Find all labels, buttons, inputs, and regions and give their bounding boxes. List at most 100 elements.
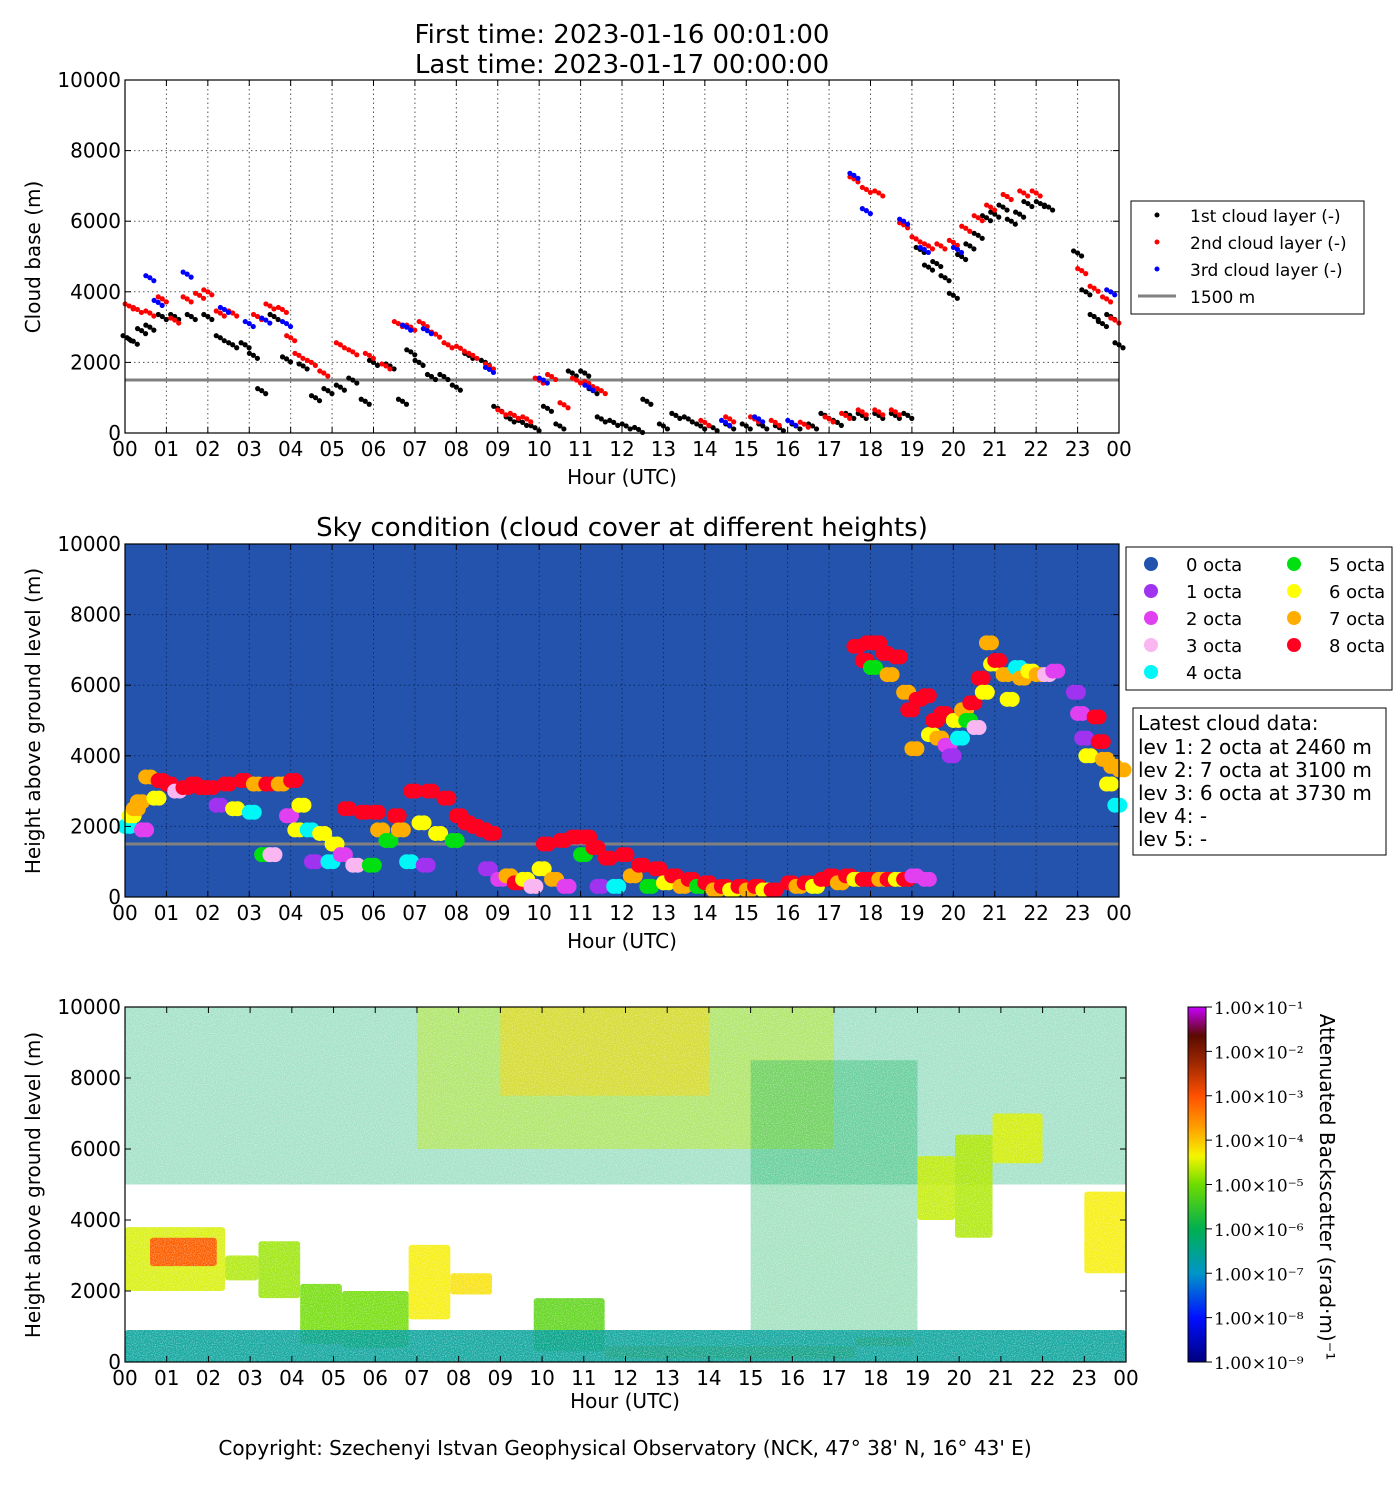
cloud-base-point-layer1	[255, 386, 261, 392]
cloud-base-point-layer1	[930, 258, 936, 265]
cloud-base-point-layer1	[449, 382, 455, 388]
cloud-base-point-layer1	[1074, 250, 1081, 256]
cloud-base-point-layer1	[163, 316, 169, 323]
cloud-base-point-layer2	[544, 371, 551, 378]
octa-legend-label: 3 octa	[1186, 636, 1242, 657]
cloud-base-point-layer2	[304, 357, 310, 363]
cloud-base-point-layer2	[275, 304, 281, 311]
colorbar-tick-label: 1.00×10⁻⁹	[1214, 1354, 1304, 1374]
cloud-base-point-layer1	[660, 423, 667, 429]
x-tick-label: 02	[195, 437, 220, 461]
x-tick-label: 12	[609, 437, 634, 461]
cloud-base-point-layer2	[876, 190, 882, 196]
sky-condition-point	[337, 847, 353, 863]
cloud-base-point-layer1	[631, 424, 638, 431]
sky-condition-point	[979, 684, 995, 700]
octa-legend-label: 4 octa	[1186, 663, 1242, 684]
sky-condition-point	[416, 815, 432, 831]
cloud-base-point-layer1	[959, 253, 965, 260]
cloud-base-point-layer1	[1033, 198, 1039, 205]
cloud-base-point-layer2	[975, 215, 981, 221]
x-tick-label: 07	[404, 1366, 429, 1390]
cloud-base-legend: 1st cloud layer (-) 2nd cloud layer (-) …	[1130, 200, 1365, 315]
cloud-base-point-layer3	[722, 419, 729, 426]
cloud-base-point-layer2	[859, 184, 865, 191]
backscatter-ylabel: Height above ground level (m)	[21, 1032, 45, 1338]
cloud-base-point-layer2	[950, 239, 956, 245]
cloud-base-point-layer2	[867, 189, 873, 196]
cloud-base-point-layer3	[590, 387, 596, 393]
cloud-base-point-layer2	[176, 320, 182, 326]
cloud-base-point-layer2	[495, 407, 501, 413]
cloud-base-point-layer2	[776, 422, 782, 429]
cloud-base-point-layer1	[358, 396, 364, 402]
cloud-base-point-layer1	[627, 426, 633, 432]
cloud-base-point-layer1	[271, 313, 277, 320]
cloud-base-point-layer2	[321, 370, 327, 376]
octa-legend-frame	[1125, 546, 1393, 691]
cloud-base-point-layer1	[594, 391, 600, 397]
cloud-base-point-layer2	[387, 366, 393, 372]
sky-condition-point	[967, 695, 983, 711]
backscatter-noise-overlay	[125, 1007, 1126, 1362]
sky-condition-point	[594, 878, 610, 894]
cloud-base-point-layer3	[859, 206, 865, 212]
x-tick-label: 11	[568, 901, 593, 925]
colorbar-tick-label: 1.00×10⁻³	[1214, 1088, 1304, 1108]
cloud-base-point-layer3	[428, 331, 434, 337]
cloud-base-point-layer2	[967, 228, 973, 234]
cloud-base-point-layer1	[308, 393, 315, 399]
sky-condition-point	[1050, 663, 1066, 679]
cloud-base-point-layer2	[843, 412, 849, 418]
cloud-base-point-layer2	[772, 419, 778, 426]
cloud-base-point-layer2	[217, 310, 223, 316]
latest-cloud-line: lev 3: 6 octa at 3730 m	[1138, 781, 1372, 805]
sky-condition-point	[371, 804, 386, 820]
latest-cloud-line: lev 2: 7 octa at 3100 m	[1138, 758, 1372, 782]
cloud-base-point-layer2	[437, 334, 443, 340]
cloud-base-point-layer3	[544, 380, 550, 386]
cloud-base-point-layer2	[979, 218, 985, 224]
cloud-base-point-layer1	[254, 355, 260, 361]
cloud-base-point-layer1	[971, 230, 977, 236]
sky-condition-point	[611, 878, 627, 894]
cloud-base-point-layer2	[880, 412, 886, 418]
sky-condition-point	[366, 857, 382, 873]
cloud-base-point-layer2	[180, 294, 186, 300]
x-tick-label: 19	[899, 901, 924, 925]
cloud-base-point-layer1	[1112, 340, 1118, 346]
cloud-base-point-layer1	[304, 366, 310, 372]
sky-condition-point	[433, 825, 449, 841]
cloud-base-point-layer1	[267, 311, 273, 318]
cloud-base-point-layer1	[979, 213, 986, 219]
x-tick-label: 16	[775, 437, 800, 461]
sky-condition-point	[971, 720, 987, 736]
octa-legend-marker	[1144, 665, 1158, 679]
cloud-base-point-layer1	[366, 401, 372, 407]
cloud-base-point-layer2	[271, 306, 277, 312]
cloud-base-point-layer2	[938, 243, 944, 249]
cloud-base-plot-area	[120, 170, 1126, 436]
cloud-base-point-layer1	[681, 414, 687, 420]
cloud-base-point-layer2	[366, 352, 372, 358]
x-tick-label: 00	[112, 901, 137, 925]
x-tick-label: 04	[279, 1366, 304, 1390]
cloud-base-point-layer1	[573, 373, 579, 379]
legend-label-layer3: 3rd cloud layer (-)	[1190, 261, 1343, 281]
cloud-base-point-layer2	[863, 186, 869, 193]
cloud-base-point-layer1	[246, 350, 252, 356]
cloud-base-point-layer2	[569, 375, 576, 381]
cloud-base-point-layer2	[163, 299, 169, 305]
cloud-base-point-layer1	[416, 359, 422, 365]
x-tick-label: 20	[941, 437, 966, 461]
cloud-base-point-layer1	[996, 214, 1002, 220]
cloud-base-point-layer1	[1083, 289, 1089, 295]
cloud-base-point-layer1	[929, 267, 936, 273]
x-tick-label: 21	[988, 1366, 1013, 1390]
colorbar-tick-label: 1.00×10⁻⁵	[1214, 1177, 1304, 1197]
cloud-base-point-layer2	[801, 421, 807, 427]
cloud-base-point-layer1	[250, 352, 256, 358]
cloud-base-point-layer2	[457, 345, 464, 351]
sky-condition-xlabel: Hour (UTC)	[567, 929, 677, 953]
